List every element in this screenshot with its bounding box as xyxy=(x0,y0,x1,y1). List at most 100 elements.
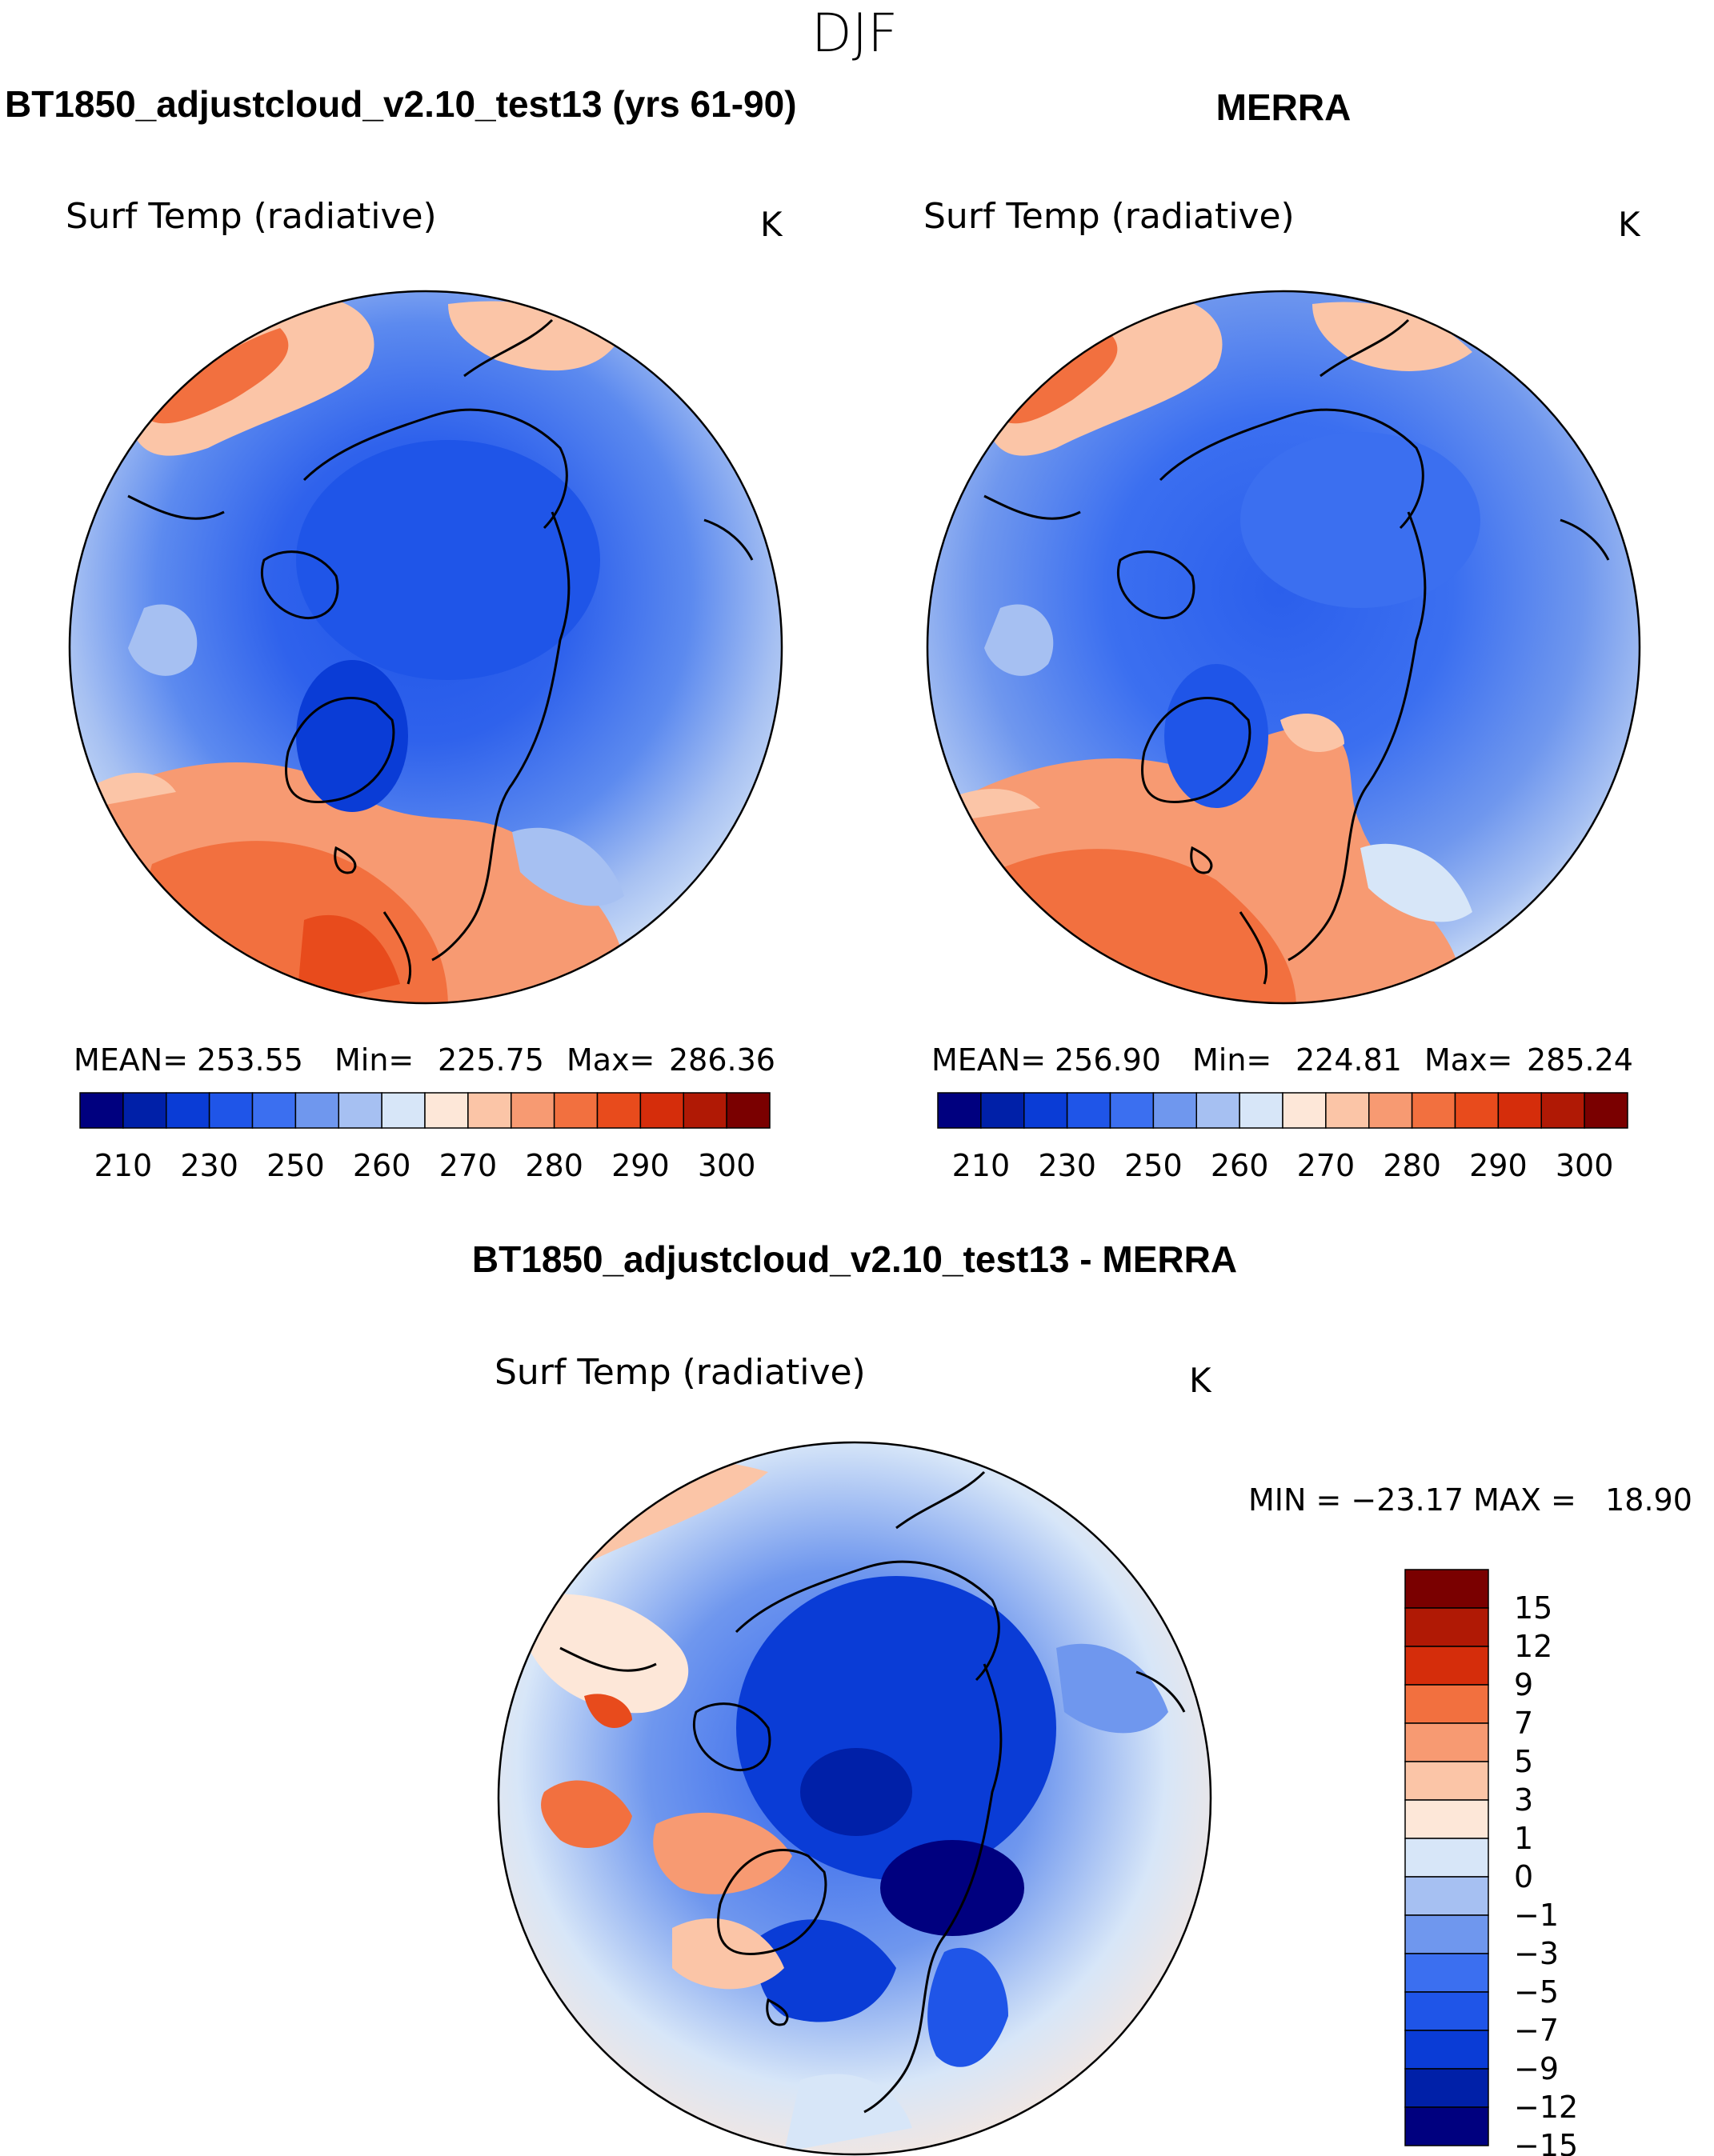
panel-merra-colorbar-tick-label: 260 xyxy=(1211,1148,1269,1183)
panel-diff-colorbar-tick-label: 1 xyxy=(1514,1821,1533,1856)
panel-model-colorbar-tick-label: 280 xyxy=(525,1148,583,1183)
panel-merra-max-value: 285.24 xyxy=(1527,1042,1633,1078)
panel-merra-units: K xyxy=(1618,205,1641,244)
panel-diff-colorbar-tick-label: −15 xyxy=(1514,2128,1578,2156)
panel-diff-colorbar-tick-label: −7 xyxy=(1514,2013,1559,2048)
panel-merra-map-border xyxy=(926,290,1641,1005)
panel-model-mean-label: MEAN= xyxy=(74,1042,188,1078)
panel-model-map xyxy=(70,291,782,1003)
panel-diff-header: BT1850_adjustcloud_v2.10_test13 - MERRA xyxy=(472,1238,1237,1280)
panel-diff-title: Surf Temp (radiative) xyxy=(495,1352,866,1393)
panel-merra-colorbar-bin xyxy=(1584,1092,1628,1129)
panel-model-colorbar-bin xyxy=(639,1092,684,1129)
panel-merra-colorbar-tick-label: 280 xyxy=(1383,1148,1441,1183)
panel-merra-colorbar-bin xyxy=(1152,1092,1197,1129)
panel-diff-map-border xyxy=(497,1441,1212,2156)
panel-model-colorbar-tick-label: 260 xyxy=(353,1148,411,1183)
panel-merra-colorbar-bin xyxy=(1454,1092,1500,1129)
panel-diff-map xyxy=(499,1442,1211,2154)
panel-model-colorbar-bin xyxy=(338,1092,382,1129)
panel-diff-colorbar-bin xyxy=(1404,1799,1489,1839)
panel-model-colorbar-bin xyxy=(511,1092,555,1129)
panel-merra-colorbar-tick-label: 210 xyxy=(952,1148,1011,1183)
panel-diff-colorbar-tick-label: 12 xyxy=(1514,1629,1552,1664)
panel-merra-min-label: Min= xyxy=(1192,1042,1271,1078)
panel-diff-colorbar-tick-label: −9 xyxy=(1514,2051,1559,2086)
panel-diff-stats: MIN = −23.17 MAX = 18.90 xyxy=(1248,1482,1692,1518)
panel-diff-units: K xyxy=(1189,1361,1212,1400)
panel-merra-mean-label: MEAN= xyxy=(931,1042,1046,1078)
panel-model-colorbar-bin xyxy=(381,1092,426,1129)
panel-model-colorbar-bin xyxy=(467,1092,512,1129)
panel-merra-colorbar-tick-label: 270 xyxy=(1297,1148,1356,1183)
panel-diff-colorbar-tick-label: −12 xyxy=(1514,2090,1578,2125)
panel-diff-colorbar-tick-label: −5 xyxy=(1514,1974,1559,2010)
panel-model-header: BT1850_adjustcloud_v2.10_test13 (yrs 61-… xyxy=(5,83,797,125)
panel-diff-colorbar-bin xyxy=(1404,2106,1489,2146)
panel-diff-colorbar-bin xyxy=(1404,1914,1489,1954)
panel-model-colorbar-bin xyxy=(251,1092,297,1129)
panel-model: BT1850_adjustcloud_v2.10_test13 (yrs 61-… xyxy=(5,83,797,1183)
panel-merra-colorbar-bin xyxy=(1282,1092,1327,1129)
panel-merra-coastlines xyxy=(983,318,1610,985)
panel-model-title: Surf Temp (radiative) xyxy=(66,196,437,237)
panel-diff-colorbar-bin xyxy=(1404,2068,1489,2108)
panel-merra-header: MERRA xyxy=(1216,86,1352,128)
panel-model-stats: MEAN= 253.55 Min= 225.75 Max= 286.36 xyxy=(74,1042,775,1078)
panel-merra-stats: MEAN= 256.90 Min= 224.81 Max= 285.24 xyxy=(931,1042,1633,1078)
panel-diff-coastlines xyxy=(559,1470,1186,2114)
panel-merra-colorbar-bin xyxy=(1411,1092,1456,1129)
panel-diff-colorbar-tick-label: 0 xyxy=(1514,1859,1533,1894)
panel-diff-colorbar-bin xyxy=(1404,1876,1489,1916)
panel-merra-min-value: 224.81 xyxy=(1296,1042,1402,1078)
panel-diff-colorbar-bin xyxy=(1404,1569,1489,1609)
panel-diff-colorbar-bin xyxy=(1404,1607,1489,1647)
panel-model-colorbar-bin xyxy=(294,1092,339,1129)
panel-merra-colorbar-bin xyxy=(1023,1092,1068,1129)
panel-model-colorbar-bin xyxy=(683,1092,727,1129)
panel-model-colorbar-bin xyxy=(596,1092,642,1129)
panel-model-units: K xyxy=(760,205,783,244)
panel-diff-colorbar-bin xyxy=(1404,1991,1489,2031)
panel-merra-colorbar-bin xyxy=(1325,1092,1370,1129)
panel-merra-colorbar-bin xyxy=(1195,1092,1240,1129)
panel-diff-colorbar-tick-label: 3 xyxy=(1514,1782,1533,1818)
panel-model-colorbar-tick-label: 270 xyxy=(439,1148,498,1183)
panel-model-max-value: 286.36 xyxy=(669,1042,775,1078)
panel-model-colorbar-tick-label: 230 xyxy=(180,1148,238,1183)
panel-merra-colorbar-tick-label: 290 xyxy=(1469,1148,1528,1183)
panel-diff-colorbar-tick-label: 5 xyxy=(1514,1744,1533,1779)
figure-title: DJF xyxy=(811,2,898,64)
panel-model-colorbar-bin xyxy=(122,1092,167,1129)
panel-merra-colorbar-bin xyxy=(1540,1092,1585,1129)
panel-model-colorbar-bin xyxy=(424,1092,469,1129)
panel-merra-colorbar-bin xyxy=(937,1092,982,1129)
panel-diff-colorbar-bin xyxy=(1404,1722,1489,1762)
panel-merra-max-label: Max= xyxy=(1424,1042,1512,1078)
panel-merra-colorbar-bin xyxy=(1497,1092,1542,1129)
panel-model-colorbar-tick-label: 300 xyxy=(698,1148,756,1183)
panel-diff-colorbar-bin xyxy=(1404,1761,1489,1801)
panel-model-min-label: Min= xyxy=(334,1042,414,1078)
panel-model-min-value: 225.75 xyxy=(438,1042,544,1078)
panel-merra-colorbar-tick-label: 250 xyxy=(1124,1148,1183,1183)
panel-diff-colorbar-tick-label: 7 xyxy=(1514,1706,1533,1741)
panel-merra-mean-value: 256.90 xyxy=(1055,1042,1161,1078)
panel-model-mean-value: 253.55 xyxy=(197,1042,303,1078)
panel-model-colorbar-bin xyxy=(166,1092,210,1129)
panel-merra-colorbar-bin xyxy=(1109,1092,1155,1129)
panel-model-colorbar: 210 230 250 260 270 280 290 300 xyxy=(79,1092,771,1183)
panel-model-colorbar-bin xyxy=(79,1092,124,1129)
panel-merra-colorbar-bin xyxy=(1239,1092,1283,1129)
panel-diff-colorbar-bin xyxy=(1404,1646,1489,1686)
panel-diff-colorbar-tick-label: 9 xyxy=(1514,1667,1533,1702)
panel-merra-colorbar-bin xyxy=(1368,1092,1413,1129)
panel-model-colorbar-bin xyxy=(208,1092,254,1129)
panel-diff-colorbar-tick-label: 15 xyxy=(1514,1590,1552,1626)
panel-model-coastlines xyxy=(127,318,754,985)
panel-diff-colorbar-bin xyxy=(1404,2030,1489,2070)
panel-diff-colorbar-bin xyxy=(1404,1684,1489,1724)
panel-model-colorbar-bin xyxy=(553,1092,599,1129)
panel-model-map-border xyxy=(68,290,783,1005)
